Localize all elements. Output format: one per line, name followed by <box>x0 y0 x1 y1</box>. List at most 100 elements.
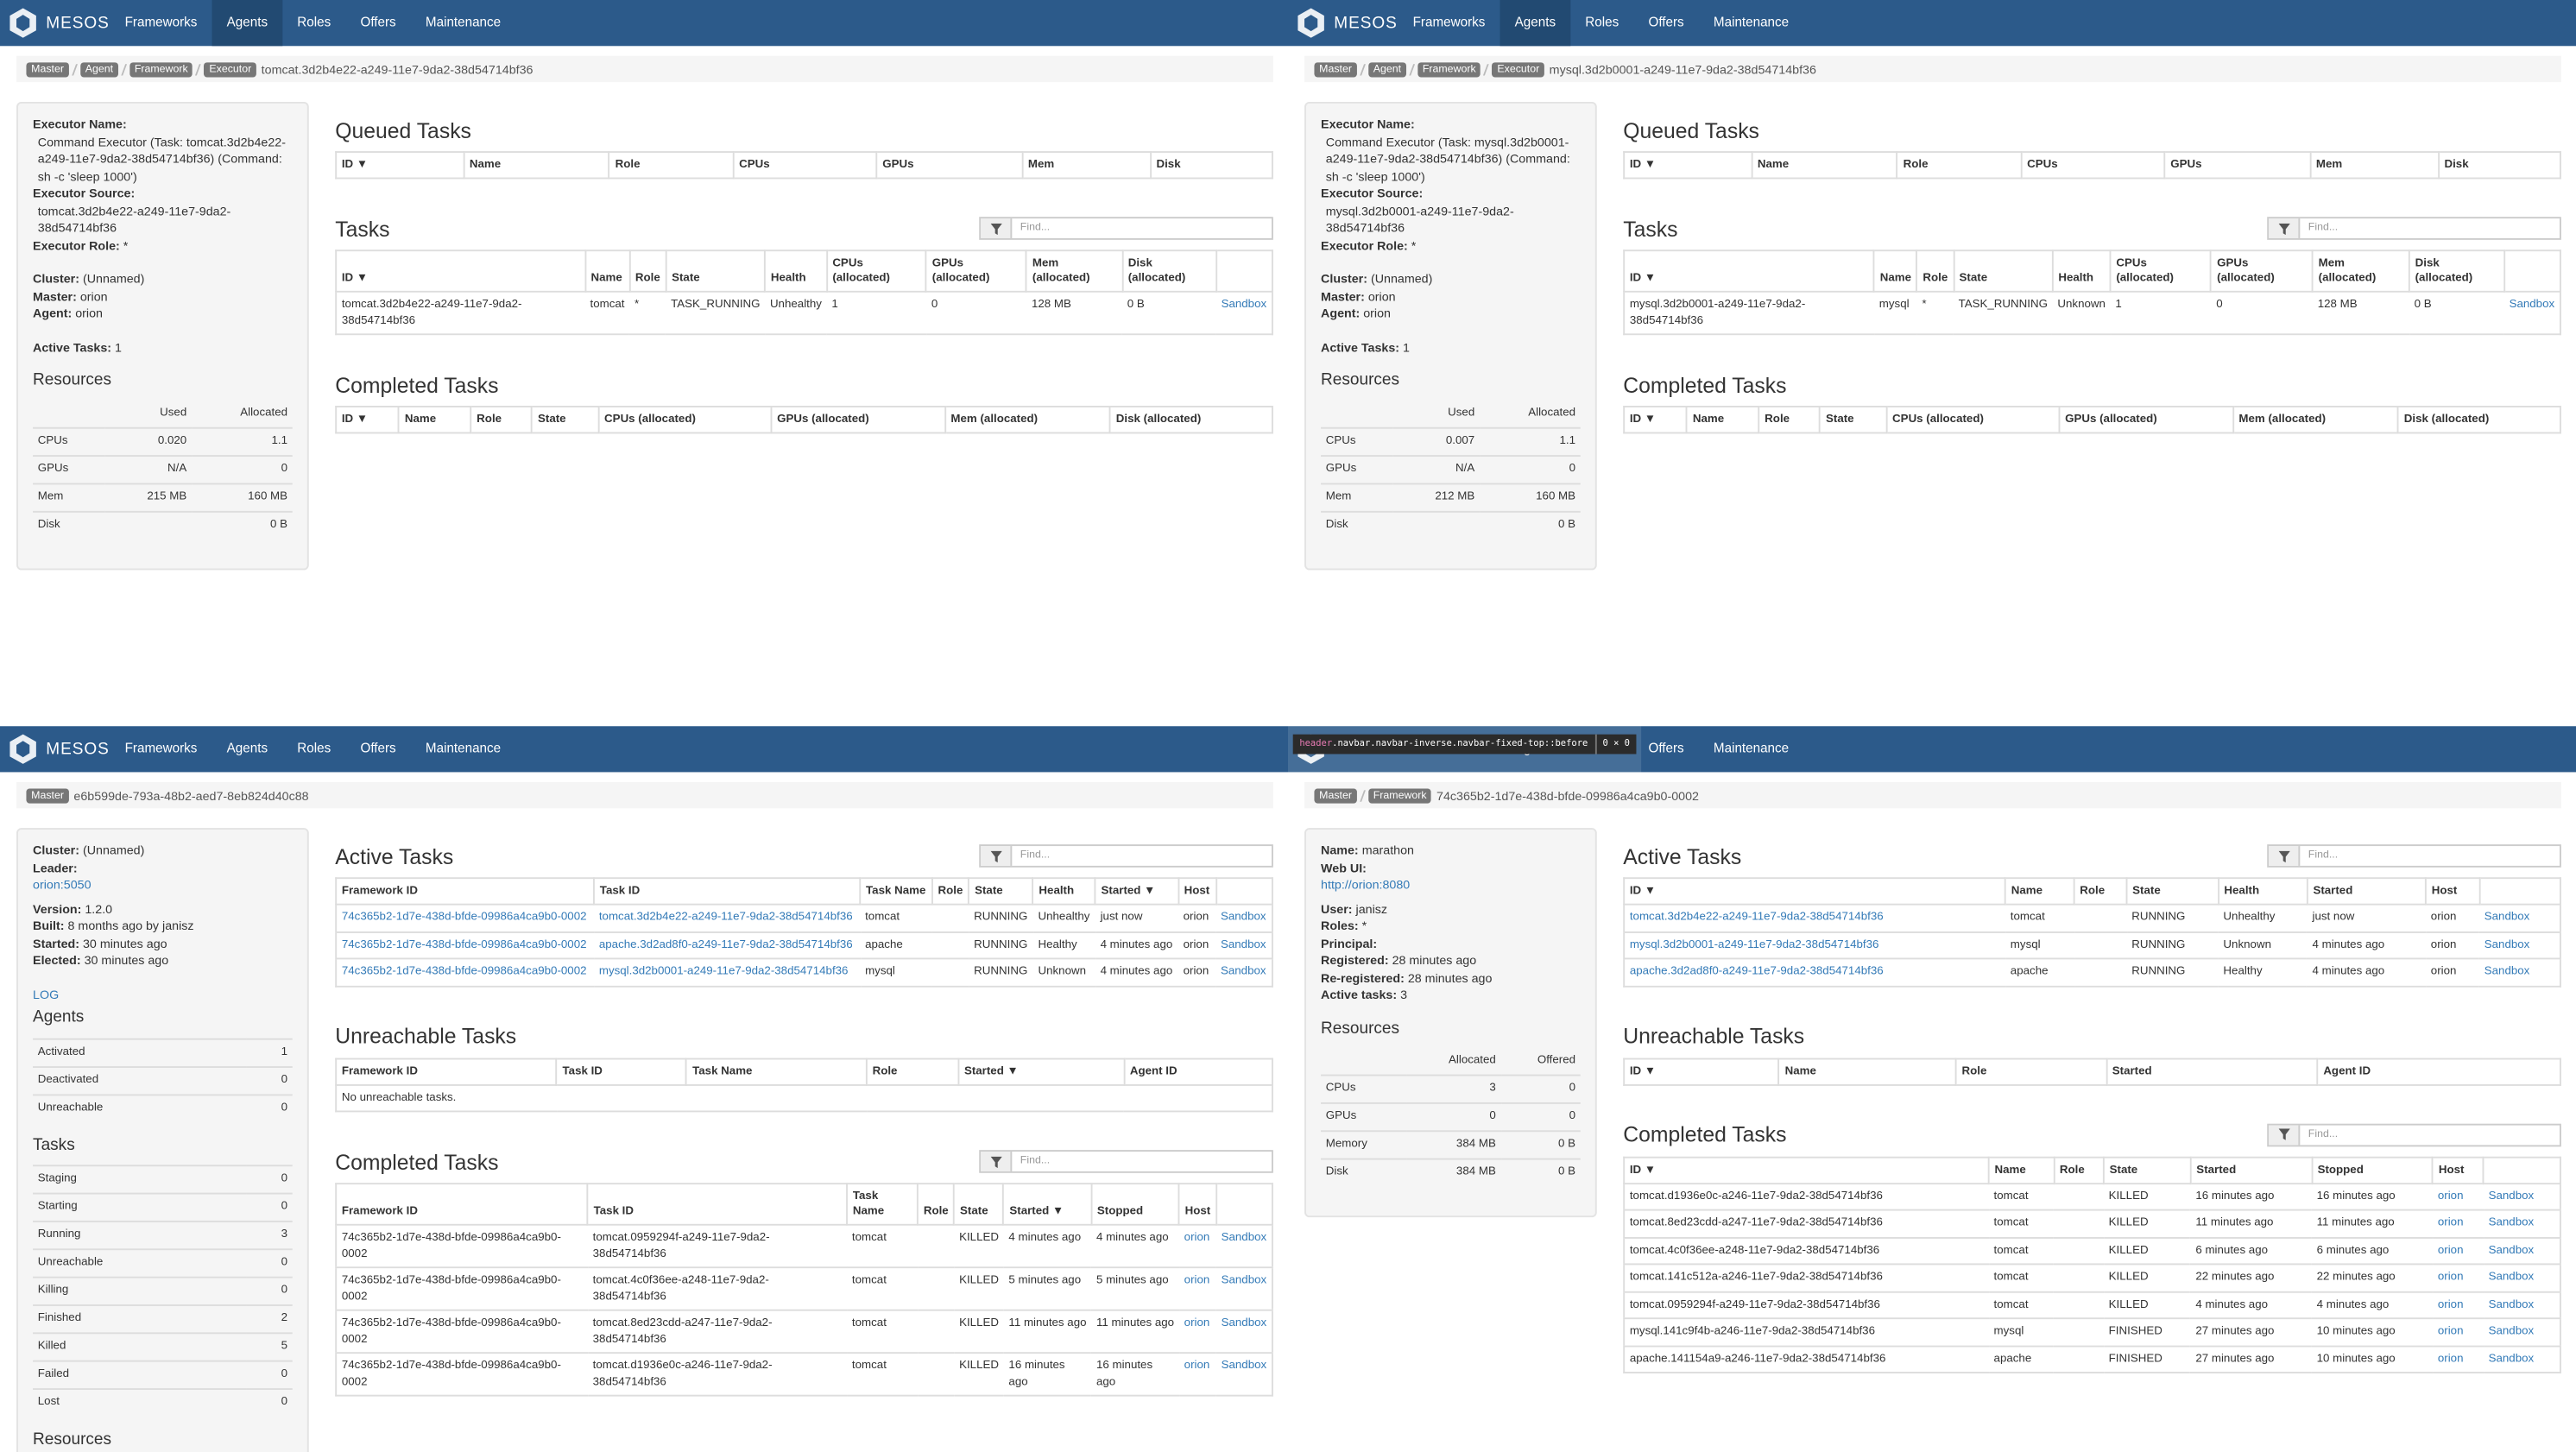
column-header[interactable]: Disk (allocated) <box>1109 406 1273 434</box>
filter-button[interactable] <box>2269 846 2301 866</box>
crumb[interactable]: Agent <box>1368 61 1406 77</box>
link[interactable]: orion <box>1184 1317 1210 1329</box>
column-header[interactable]: Health <box>764 249 828 293</box>
nav-link[interactable]: Maintenance <box>425 741 502 756</box>
filter-button[interactable] <box>981 1152 1013 1171</box>
link[interactable]: tomcat.3d2b4e22-a249-11e7-9da2-38d54714b… <box>598 912 853 924</box>
nav-link[interactable]: Agents <box>212 0 283 47</box>
column-header[interactable]: Role <box>917 1183 956 1226</box>
column-header[interactable]: GPUs <box>2163 151 2312 180</box>
column-header[interactable]: Started ▼ <box>1094 877 1179 906</box>
column-header[interactable]: Role <box>628 249 667 293</box>
field-value[interactable]: http://orion:8080 <box>1321 877 1411 893</box>
link[interactable]: Sandbox <box>1221 1232 1267 1244</box>
column-header[interactable]: CPUs <box>2020 151 2166 180</box>
column-header[interactable]: ID ▼ <box>335 151 465 180</box>
nav-link[interactable]: Agents <box>226 741 268 756</box>
find-input[interactable]: Find... <box>979 1150 1273 1173</box>
link[interactable]: orion <box>2437 1353 2464 1365</box>
nav-link[interactable]: Offers <box>1648 741 1684 756</box>
column-header[interactable]: GPUs (allocated) <box>2058 406 2234 434</box>
link[interactable]: Sandbox <box>1221 299 1267 311</box>
column-header[interactable]: Role <box>1954 1057 2108 1085</box>
column-header[interactable]: Started ▼ <box>1002 1183 1093 1226</box>
filter-button[interactable] <box>2269 1124 2301 1145</box>
column-header[interactable]: Mem (allocated) <box>1026 249 1124 293</box>
link[interactable]: orion <box>2437 1298 2464 1310</box>
link[interactable]: Sandbox <box>1220 912 1266 924</box>
column-header[interactable]: GPUs <box>875 151 1024 180</box>
column-header[interactable]: Started <box>2189 1155 2313 1184</box>
column-header[interactable]: Mem (allocated) <box>2232 406 2400 434</box>
crumb[interactable]: Executor <box>1492 61 1544 77</box>
link[interactable]: orion <box>2437 1325 2464 1338</box>
link[interactable]: Sandbox <box>2488 1353 2535 1365</box>
crumb[interactable]: Agent <box>80 61 118 77</box>
nav-link[interactable]: Roles <box>1585 15 1619 30</box>
nav-link[interactable]: Agents <box>1500 0 1571 47</box>
link[interactable]: orion <box>1184 1274 1210 1287</box>
column-header[interactable]: Disk (allocated) <box>2397 406 2561 434</box>
column-header[interactable]: Health <box>2217 877 2308 906</box>
crumb[interactable]: Master <box>26 61 69 77</box>
nav-link[interactable]: Offers <box>360 15 396 30</box>
column-header[interactable]: State <box>1952 249 2054 293</box>
link[interactable]: Sandbox <box>2484 912 2530 924</box>
column-header[interactable]: Role <box>470 406 534 434</box>
nav-link[interactable]: Frameworks <box>124 15 198 30</box>
column-header[interactable]: Role <box>865 1057 960 1085</box>
link[interactable]: Sandbox <box>2488 1298 2535 1310</box>
find-input[interactable]: Find... <box>2267 217 2561 240</box>
column-header[interactable]: Health <box>1032 877 1096 906</box>
nav-link[interactable]: Maintenance <box>425 15 502 30</box>
column-header[interactable]: Framework ID <box>335 1183 589 1226</box>
find-input[interactable]: Find... <box>979 217 1273 240</box>
column-header[interactable]: Task ID <box>555 1057 688 1085</box>
link[interactable]: Sandbox <box>2509 299 2555 311</box>
column-header[interactable]: Role <box>608 151 735 180</box>
column-header[interactable]: Started <box>2106 1057 2319 1085</box>
column-header[interactable]: State <box>531 406 600 434</box>
column-header[interactable]: Name <box>1987 1155 2055 1184</box>
column-header[interactable]: Name <box>2005 877 2075 906</box>
nav-link[interactable]: Maintenance <box>1713 15 1790 30</box>
link[interactable]: orion <box>1184 1232 1210 1244</box>
column-header[interactable]: Name <box>584 249 631 293</box>
link[interactable]: Sandbox <box>2484 965 2530 978</box>
column-header[interactable]: State <box>2125 877 2219 906</box>
link[interactable]: orion <box>2437 1244 2464 1256</box>
column-header[interactable]: GPUs (allocated) <box>770 406 946 434</box>
brand[interactable]: MESOS <box>0 0 110 46</box>
column-header[interactable]: Health <box>2051 249 2112 293</box>
column-header[interactable]: Role <box>1896 151 2023 180</box>
filter-button[interactable] <box>981 846 1013 866</box>
column-header[interactable]: Disk <box>2437 151 2561 180</box>
field-value[interactable]: orion:5050 <box>33 877 92 893</box>
column-header[interactable]: Role <box>1916 249 1954 293</box>
column-header[interactable]: Framework ID <box>335 1057 558 1085</box>
find-input[interactable]: Find... <box>2267 844 2561 868</box>
link[interactable]: Sandbox <box>2488 1325 2535 1338</box>
crumb[interactable]: Framework <box>1368 787 1432 803</box>
link[interactable]: Sandbox <box>1221 1274 1267 1287</box>
nav-link[interactable]: Offers <box>1648 15 1684 30</box>
column-header[interactable]: CPUs (allocated) <box>825 249 928 293</box>
link[interactable]: 74c365b2-1d7e-438d-bfde-09986a4ca9b0-000… <box>341 938 587 950</box>
column-header[interactable]: CPUs (allocated) <box>2109 249 2213 293</box>
link[interactable]: Sandbox <box>2488 1271 2535 1284</box>
column-header[interactable]: Mem <box>1021 151 1152 180</box>
column-header[interactable]: Task ID <box>593 877 862 906</box>
brand[interactable]: MESOS <box>0 726 110 772</box>
nav-link[interactable]: Offers <box>360 741 396 756</box>
column-header[interactable]: CPUs (allocated) <box>597 406 773 434</box>
link[interactable]: mysql.3d2b0001-a249-11e7-9da2-38d54714bf… <box>1629 938 1879 950</box>
column-header[interactable]: Disk (allocated) <box>2409 249 2505 293</box>
column-header[interactable]: Role <box>2073 877 2128 906</box>
link[interactable]: mysql.3d2b0001-a249-11e7-9da2-38d54714bf… <box>598 965 849 978</box>
column-header[interactable]: ID ▼ <box>1623 406 1689 434</box>
column-header[interactable]: GPUs (allocated) <box>925 249 1028 293</box>
column-header[interactable]: Name <box>1777 1057 1957 1085</box>
crumb[interactable]: Master <box>26 787 69 803</box>
column-header[interactable]: Name <box>1751 151 1898 180</box>
brand[interactable]: MESOS <box>1288 0 1398 46</box>
